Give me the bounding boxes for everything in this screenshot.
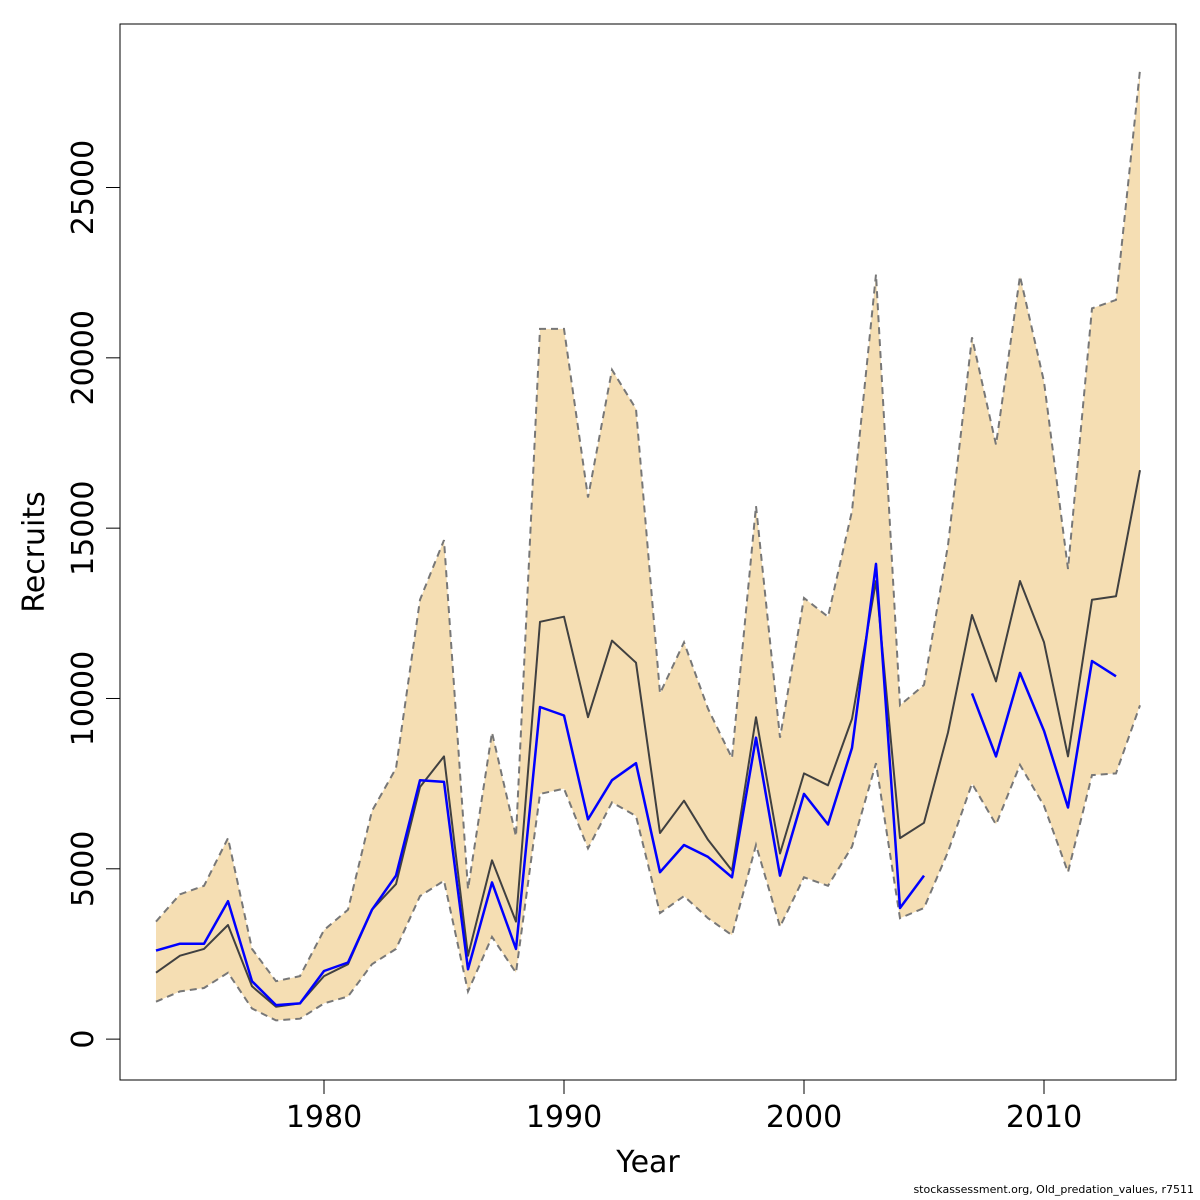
y-tick-label-10000: 10000 [66,651,101,746]
series-line-1-segment-0 [155,470,1141,1008]
y-axis-title: Recruits [17,491,52,613]
y-tick-label-15000: 15000 [66,480,101,575]
y-tick-label-20000: 20000 [66,310,101,405]
axes: 1980 1990 2000 2010 0 5000 10000 15000 20000 2500… [66,140,1082,1135]
series-line-2-segment-0 [155,562,926,1007]
x-tick-label-2010: 2010 [1006,1100,1082,1135]
plot-area [155,69,1141,1022]
band-upper-border [155,69,1141,983]
y-tick-label-0: 0 [66,1030,101,1049]
x-tick-label-1990: 1990 [526,1100,602,1135]
footer-note: stockassessment.org, Old_predation_value… [913,1183,1194,1196]
x-tick-label-1980: 1980 [286,1100,362,1135]
band-lower-border [155,704,1141,1022]
series-line-2-segment-1 [970,659,1117,809]
y-tick-label-25000: 25000 [66,140,101,235]
x-tick-label-2000: 2000 [766,1100,842,1135]
x-axis-title: Year [615,1145,680,1180]
y-tick-label-5000: 5000 [66,831,101,907]
